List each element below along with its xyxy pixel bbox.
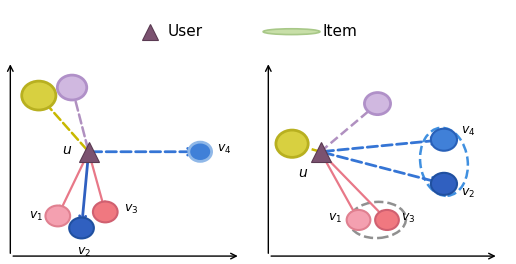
- Circle shape: [364, 93, 391, 115]
- Text: $u$: $u$: [298, 166, 309, 180]
- Text: $u$: $u$: [62, 143, 72, 157]
- Circle shape: [22, 81, 56, 110]
- Text: $v_1$: $v_1$: [328, 211, 342, 224]
- Text: $v_3$: $v_3$: [124, 203, 138, 216]
- Circle shape: [375, 210, 399, 230]
- Text: Item: Item: [322, 24, 358, 39]
- Circle shape: [189, 142, 212, 161]
- Text: $v_2$: $v_2$: [77, 246, 91, 259]
- Text: $v_2$: $v_2$: [461, 187, 475, 200]
- Circle shape: [93, 201, 118, 222]
- Circle shape: [347, 210, 370, 230]
- Circle shape: [431, 129, 457, 151]
- Text: $v_3$: $v_3$: [401, 211, 415, 224]
- Text: $v_4$: $v_4$: [461, 125, 475, 138]
- Circle shape: [276, 130, 308, 157]
- Circle shape: [57, 75, 87, 100]
- Circle shape: [45, 205, 70, 227]
- Text: User: User: [168, 24, 203, 39]
- Circle shape: [263, 29, 320, 35]
- Circle shape: [69, 218, 94, 238]
- Text: $v_1$: $v_1$: [29, 209, 43, 223]
- Circle shape: [431, 173, 457, 195]
- Text: $v_4$: $v_4$: [217, 143, 231, 156]
